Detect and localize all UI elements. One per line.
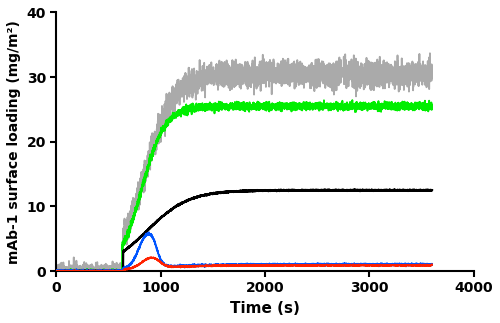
X-axis label: Time (s): Time (s) — [230, 301, 300, 316]
Y-axis label: mAb-1 surface loading (mg/m²): mAb-1 surface loading (mg/m²) — [7, 20, 21, 264]
